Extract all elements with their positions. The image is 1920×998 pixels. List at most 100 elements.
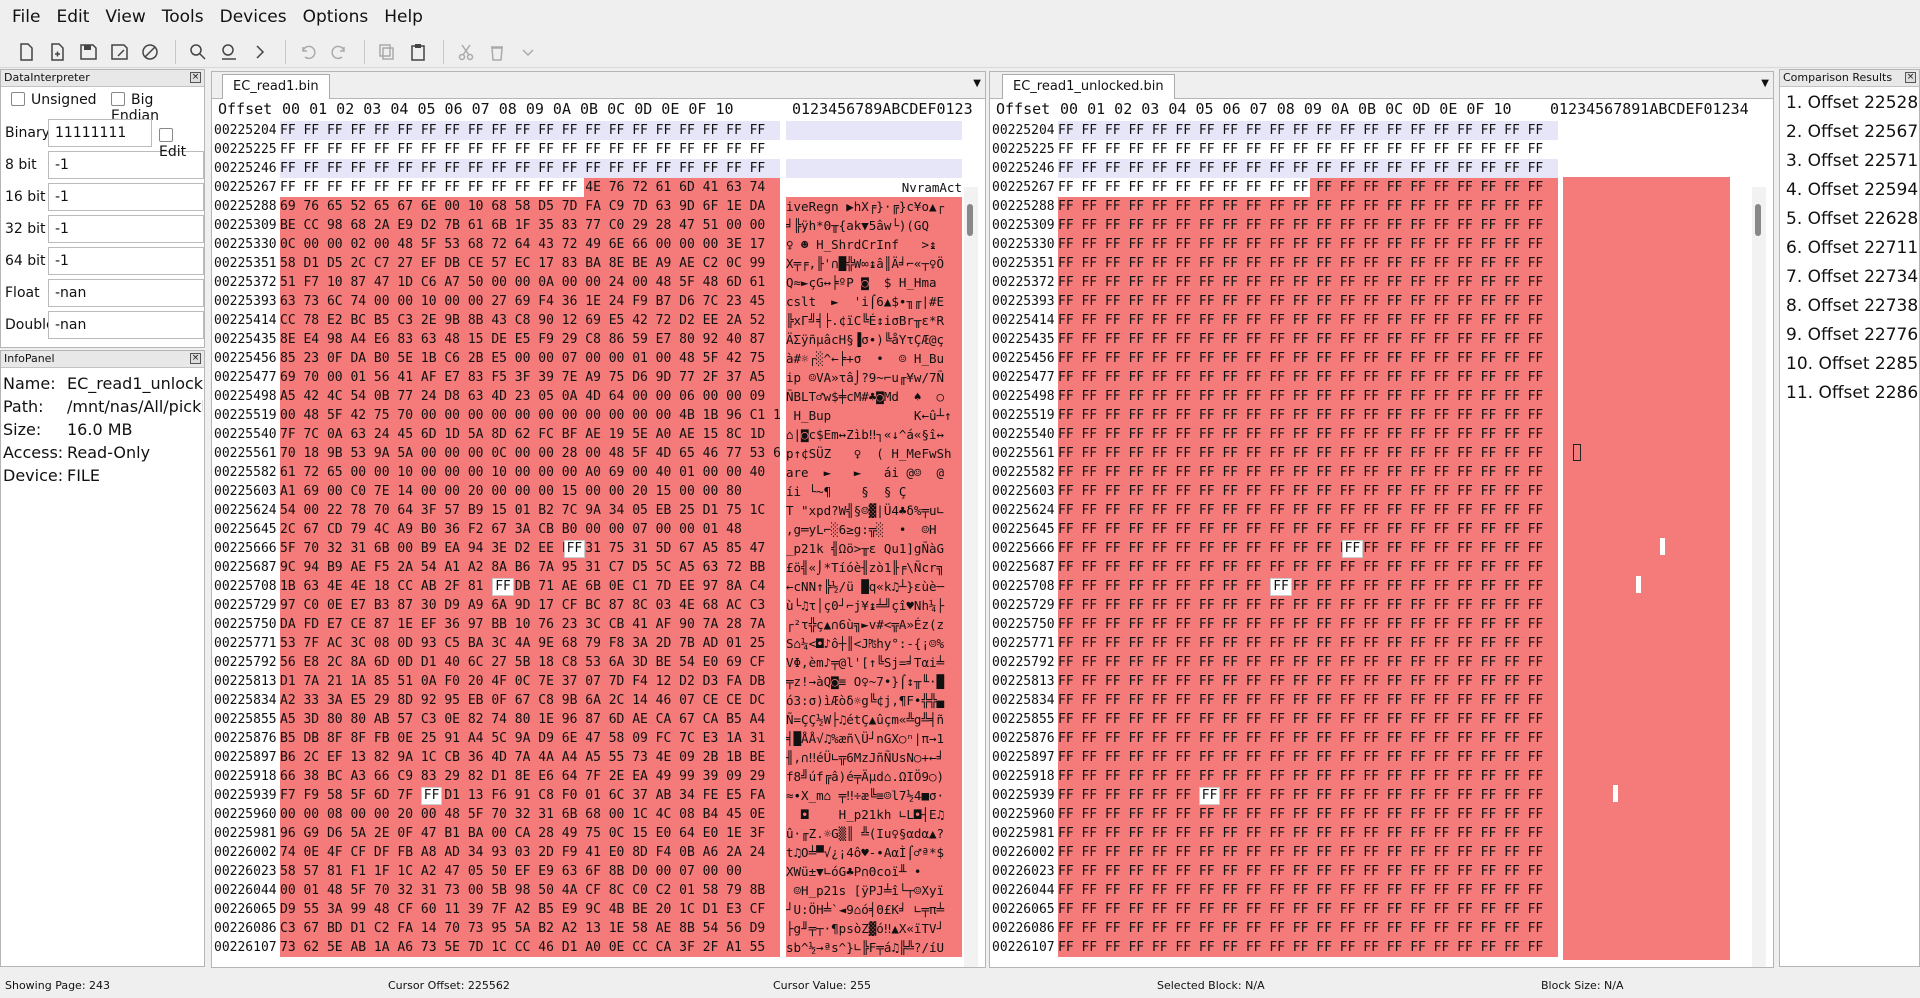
hex-row[interactable]: 00225645 2C 67 CD 79 4C A9 B0 36 F2 67 3A… [212,520,985,539]
hex-bytes[interactable]: 58 D1 D5 2C C7 27 EF DB CE 57 EC 17 83 B… [280,254,780,273]
ascii-text[interactable]: ♀ ☻ H_ShrdCrInf >↨ [786,235,962,254]
hex-bytes[interactable]: 85 23 0F DA B0 5E 1B C6 2B E5 00 00 07 0… [280,349,780,368]
hex-row[interactable]: 00225792 FF FF FF FF FF FF FF FF FF FF FF… [990,653,1773,672]
hex-row[interactable]: 00225729 97 C0 0E E7 B3 87 30 D9 A9 6A 9D… [212,596,985,615]
hex-bytes[interactable]: FF FF FF FF FF FF FF FF FF FF FF FF FF F… [1058,729,1558,748]
new-project-icon[interactable] [43,38,71,66]
hex-bytes[interactable]: FF FF FF FF FF FF FF FF FF FF FF FF FF F… [1058,368,1558,387]
hex-row[interactable]: 00225792 56 E8 2C 8A 6D 0D D1 40 6C 27 5B… [212,653,985,672]
menu-view[interactable]: View [105,7,146,27]
comparison-result-item[interactable]: 1. Offset 225280 [1786,93,1919,113]
hex-row[interactable]: 00225687 FF FF FF FF FF FF FF FF FF FF FF… [990,558,1773,577]
hex-row[interactable]: 00225771 FF FF FF FF FF FF FF FF FF FF FF… [990,634,1773,653]
hex-bytes[interactable]: FF FF FF FF FF FF FF FF FF FF FF FF FF F… [280,142,766,157]
hex-row[interactable]: 00225981 FF FF FF FF FF FF FF FF FF FF FF… [990,824,1773,843]
hex-row[interactable]: 00225456 FF FF FF FF FF FF FF FF FF FF FF… [990,349,1773,368]
ascii-text[interactable]: S⌂¼<◘♪ô┼║<J₧hy°:-{¡☺% [786,634,962,653]
hex-bytes[interactable]: 61 72 65 00 00 10 00 00 00 10 00 00 00 A… [280,463,780,482]
chevron-down-icon[interactable]: ▼ [973,78,981,89]
hex-bytes[interactable]: 1B 63 4E 4E 18 CC AB 2F 81 FF DB 71 AE 6… [280,577,780,596]
ascii-text[interactable] [786,159,962,178]
undo-icon[interactable] [294,38,322,66]
hex-bytes[interactable]: FF FF FF FF FF FF FF FF FF FF FF FF FF F… [1058,748,1558,767]
hex-bytes[interactable]: FF FF FF FF FF FF FF FF FF FF FF FF FF F… [1058,180,1544,195]
comparison-result-item[interactable]: 5. Offset 226282 [1786,209,1919,229]
ascii-text[interactable]: ╠xΓ╝╡├.¢ïC╚É↕iσBr╥ε*R [786,311,962,330]
ascii-text[interactable] [786,121,962,140]
hex-row[interactable]: 00225330 0C 00 00 02 00 48 5F 53 68 72 64… [212,235,985,254]
tab-ec-read1[interactable]: EC_read1.bin [222,74,330,99]
hex-bytes[interactable]: FF FF FF FF FF FF FF FF FF FF FF FF FF F… [1058,558,1558,577]
hex-row[interactable]: 00225813 FF FF FF FF FF FF FF FF FF FF FF… [990,672,1773,691]
hex-row[interactable]: 00225246 FF FF FF FF FF FF FF FF FF FF FF… [990,159,1773,178]
ascii-text[interactable]: ó3:σ)ìÆòδ☼g╚¢j,¶F•╬╬▄ [786,691,962,710]
hex-row[interactable]: 00225918 66 38 BC A3 66 C9 83 29 82 D1 8E… [212,767,985,786]
hex-bytes[interactable]: FF FF FF FF FF FF FF FF FF FF FF FF FF F… [280,121,780,140]
ascii-text[interactable]: à#☼┌░^←╞+σ • ☺ H_Bu [786,349,962,368]
hex-bytes[interactable]: FF FF FF FF FF FF FF FF FF FF FF FF FF F… [1058,216,1558,235]
hex-row[interactable]: 00225813 D1 7A 21 1A 85 51 0A F0 20 4F 0C… [212,672,985,691]
comparison-result-item[interactable]: 10. Offset 228568 [1786,354,1919,374]
hex-row[interactable]: 00225876 B5 DB 8F 8F FB 0E 25 91 A4 5C 9A… [212,729,985,748]
hex-bytes[interactable]: FF FF FF FF FF FF FF FF FF FF FF FF FF F… [1058,691,1558,710]
ascii-text[interactable]: ◘ H_p21kh ∟L◘┤E♫ [786,805,962,824]
hex-row[interactable]: 00225519 FF FF FF FF FF FF FF FF FF FF FF… [990,406,1773,425]
ascii-text[interactable]: û·╓Z.☼G▒║ ╩(Iu♀§αdα▲? [786,824,962,843]
hex-row[interactable]: 00225267 FF FF FF FF FF FF FF FF FF FF FF… [990,178,1773,197]
hex-view-right[interactable]: EC_read1_unlocked.bin ▼ Offset 00 01 02 0… [989,71,1774,968]
hex-row[interactable]: 00225603 FF FF FF FF FF FF FF FF FF FF FF… [990,482,1773,501]
ascii-text[interactable]: ┌²τ╬ç▲∩6ù╗►v#<╦A»Éz(z [786,615,962,634]
save-as-icon[interactable] [105,38,133,66]
hex-row[interactable]: 00225708 1B 63 4E 4E 18 CC AB 2F 81 FF DB… [212,577,985,596]
interp-value-field[interactable]: -nan [48,279,204,307]
ascii-text[interactable] [786,140,962,159]
ascii-text[interactable]: ⌂|◙c$Em↔Zìb‼┐«↓^á«§î↔ [786,425,962,444]
ascii-text[interactable]: ┘U:ÖH╧`◄9⌂ó╡Θ£K╛ ∟╤π╧ [786,900,962,919]
hex-row[interactable]: 00225393 63 73 6C 74 00 00 10 00 00 27 69… [212,292,985,311]
hex-bytes[interactable]: FF FF FF FF FF FF FF FF FF FF FF FF FF F… [1058,330,1558,349]
hex-row[interactable]: 00225330 FF FF FF FF FF FF FF FF FF FF FF… [990,235,1773,254]
more-icon[interactable] [514,38,542,66]
ascii-text[interactable]: T "xpd?W╣§☺▓|Ü4♣δ%╤u∟ [786,501,962,520]
selected-byte[interactable]: FF [420,787,443,805]
hex-row[interactable]: 00225309 FF FF FF FF FF FF FF FF FF FF FF… [990,216,1773,235]
redo-icon[interactable] [325,38,353,66]
scrollbar[interactable] [964,187,978,967]
ascii-text[interactable]: t♫O╧▀√¿¡4ô♥-∙AαÌ⌠♂ª*$ [786,843,962,862]
hex-bytes[interactable]: FF FF FF FF FF FF FF FF FF FF FF FF FF F… [1058,938,1558,957]
scrollbar[interactable] [1752,187,1766,967]
menu-devices[interactable]: Devices [219,7,287,27]
comparison-result-item[interactable]: 2. Offset 225679 [1786,122,1919,142]
hex-bytes[interactable]: 54 00 22 78 70 64 3F 57 B9 15 01 B2 7C 9… [280,501,780,520]
hex-bytes[interactable]: FF FF FF FF FF FF FF FF FF FF FF FF FF F… [1058,197,1558,216]
hex-row[interactable]: 00225498 FF FF FF FF FF FF FF FF FF FF FF… [990,387,1773,406]
hex-bytes[interactable]: FF FF FF FF FF FF FF FF FF FF FF FF FF F… [1058,824,1558,843]
hex-bytes[interactable]: FF FF FF FF FF FF FF FF FF FF FF FF FF F… [1058,142,1544,157]
hex-bytes[interactable]: FF FF FF FF FF FF FF FF FF FF FF FF FF F… [1058,159,1558,178]
hex-bytes[interactable]: 69 76 65 52 65 67 6E 00 10 68 58 D5 7D F… [280,197,780,216]
hex-row[interactable]: 00225939 FF FF FF FF FF FF FF FF FF FF FF… [990,786,1773,805]
hex-bytes[interactable]: FF FF FF FF FF FF FF FF FF FF FF FF FF F… [1058,539,1558,558]
hex-row[interactable]: 00225603 A1 69 00 C0 7E 14 00 00 20 00 00… [212,482,985,501]
new-file-icon[interactable] [12,38,40,66]
ascii-text[interactable]: ,g═yL⌐░6≥g:╦░ • ☺H [786,520,962,539]
hex-row[interactable]: 00225288 69 76 65 52 65 67 6E 00 10 68 58… [212,197,985,216]
hex-row[interactable]: 00225267 FF FF FF FF FF FF FF FF FF FF FF… [212,178,985,197]
hex-bytes[interactable]: D1 7A 21 1A 85 51 0A F0 20 4F 0C 7E 37 0… [280,672,780,691]
search-all-icon[interactable] [215,38,243,66]
comparison-result-item[interactable]: 8. Offset 227382 [1786,296,1919,316]
close-icon[interactable]: × [190,353,201,364]
hex-bytes[interactable]: 8E E4 98 A4 E6 83 63 48 15 DE E5 F9 29 C… [280,330,780,349]
hex-row[interactable]: 00226023 58 57 81 F1 1F 1C A2 47 05 50 EF… [212,862,985,881]
ascii-text[interactable]: cslt ► 'i⌠6▲$∙╖╓|#E [786,292,962,311]
hex-bytes[interactable]: 9C 94 B9 AE F5 2A 54 A1 A2 8A B6 7A 95 3… [280,558,780,577]
ascii-text[interactable]: ≈∙X_m⌂ ╤‼÷æ╚≡☺l7½4■σ· [786,786,962,805]
hex-bytes[interactable]: D9 55 3A 99 48 CF 60 11 39 7F A2 B5 E9 9… [280,900,780,919]
hex-bytes[interactable]: FF FF FF FF FF FF FF FF FF FF FF FF FF F… [1058,292,1558,311]
ascii-text[interactable]: ip ☺VA»τâ⌡?9~⌐u╓¥w/7Ñ [786,368,962,387]
unsigned-checkbox[interactable]: Unsigned [11,92,97,108]
hex-row[interactable]: 00225204 FF FF FF FF FF FF FF FF FF FF FF… [990,121,1773,140]
hex-bytes[interactable]: FF FF FF FF FF FF FF FF FF FF FF FF FF F… [1058,121,1558,140]
ascii-text[interactable]: p↑¢SÜZ ♀ ( H_MeFwSh [786,444,962,463]
hex-bytes[interactable]: A1 69 00 C0 7E 14 00 00 20 00 00 00 15 0… [280,482,780,501]
